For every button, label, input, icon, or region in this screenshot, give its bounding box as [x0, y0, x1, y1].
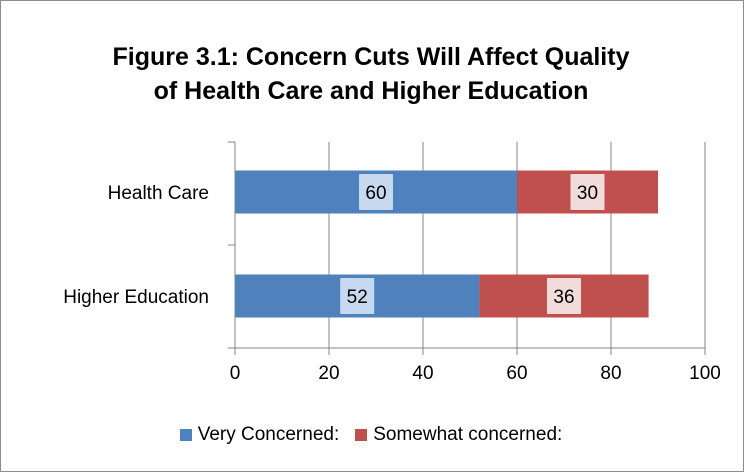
legend-item-somewhat-concerned: Somewhat concerned:: [355, 424, 562, 446]
x-tick-label-100: 100: [689, 363, 721, 384]
x-tick-label-80: 80: [600, 363, 621, 384]
data-label-bg-higher-education-somewhat-concerned: [547, 278, 581, 314]
legend-swatch-somewhat-concerned: [355, 429, 368, 441]
x-tick-label-0: 0: [230, 363, 241, 384]
x-tick-label-60: 60: [506, 363, 527, 384]
legend: Very Concerned: Somewhat concerned:: [0, 424, 742, 446]
data-label-health-care-very-concerned: 60: [365, 183, 386, 204]
data-label-bg-health-care-somewhat-concerned: [570, 174, 605, 210]
category-label-health-care: Health Care: [108, 183, 209, 204]
legend-item-very-concerned: Very Concerned:: [179, 424, 340, 446]
data-label-higher-education-somewhat-concerned: 36: [553, 287, 574, 308]
x-tick-label-40: 40: [412, 363, 433, 384]
data-label-higher-education-very-concerned: 52: [347, 287, 368, 308]
legend-swatch-very-concerned: [179, 429, 192, 441]
data-label-bg-health-care-very-concerned: [359, 174, 393, 210]
legend-label-very-concerned: Very Concerned:: [197, 424, 340, 445]
data-label-health-care-somewhat-concerned: 30: [577, 183, 598, 204]
data-label-bg-higher-education-very-concerned: [340, 278, 375, 314]
legend-label-somewhat-concerned: Somewhat concerned:: [373, 424, 563, 445]
chart-title-line-2: of Health Care and Higher Education: [153, 77, 589, 105]
chart-title-line-1: Figure 3.1: Concern Cuts Will Affect Qua…: [112, 43, 630, 71]
category-label-higher-education: Higher Education: [63, 287, 209, 308]
x-tick-label-20: 20: [318, 363, 339, 384]
chart-title: Figure 3.1: Concern Cuts Will Affect Qua…: [0, 40, 742, 108]
